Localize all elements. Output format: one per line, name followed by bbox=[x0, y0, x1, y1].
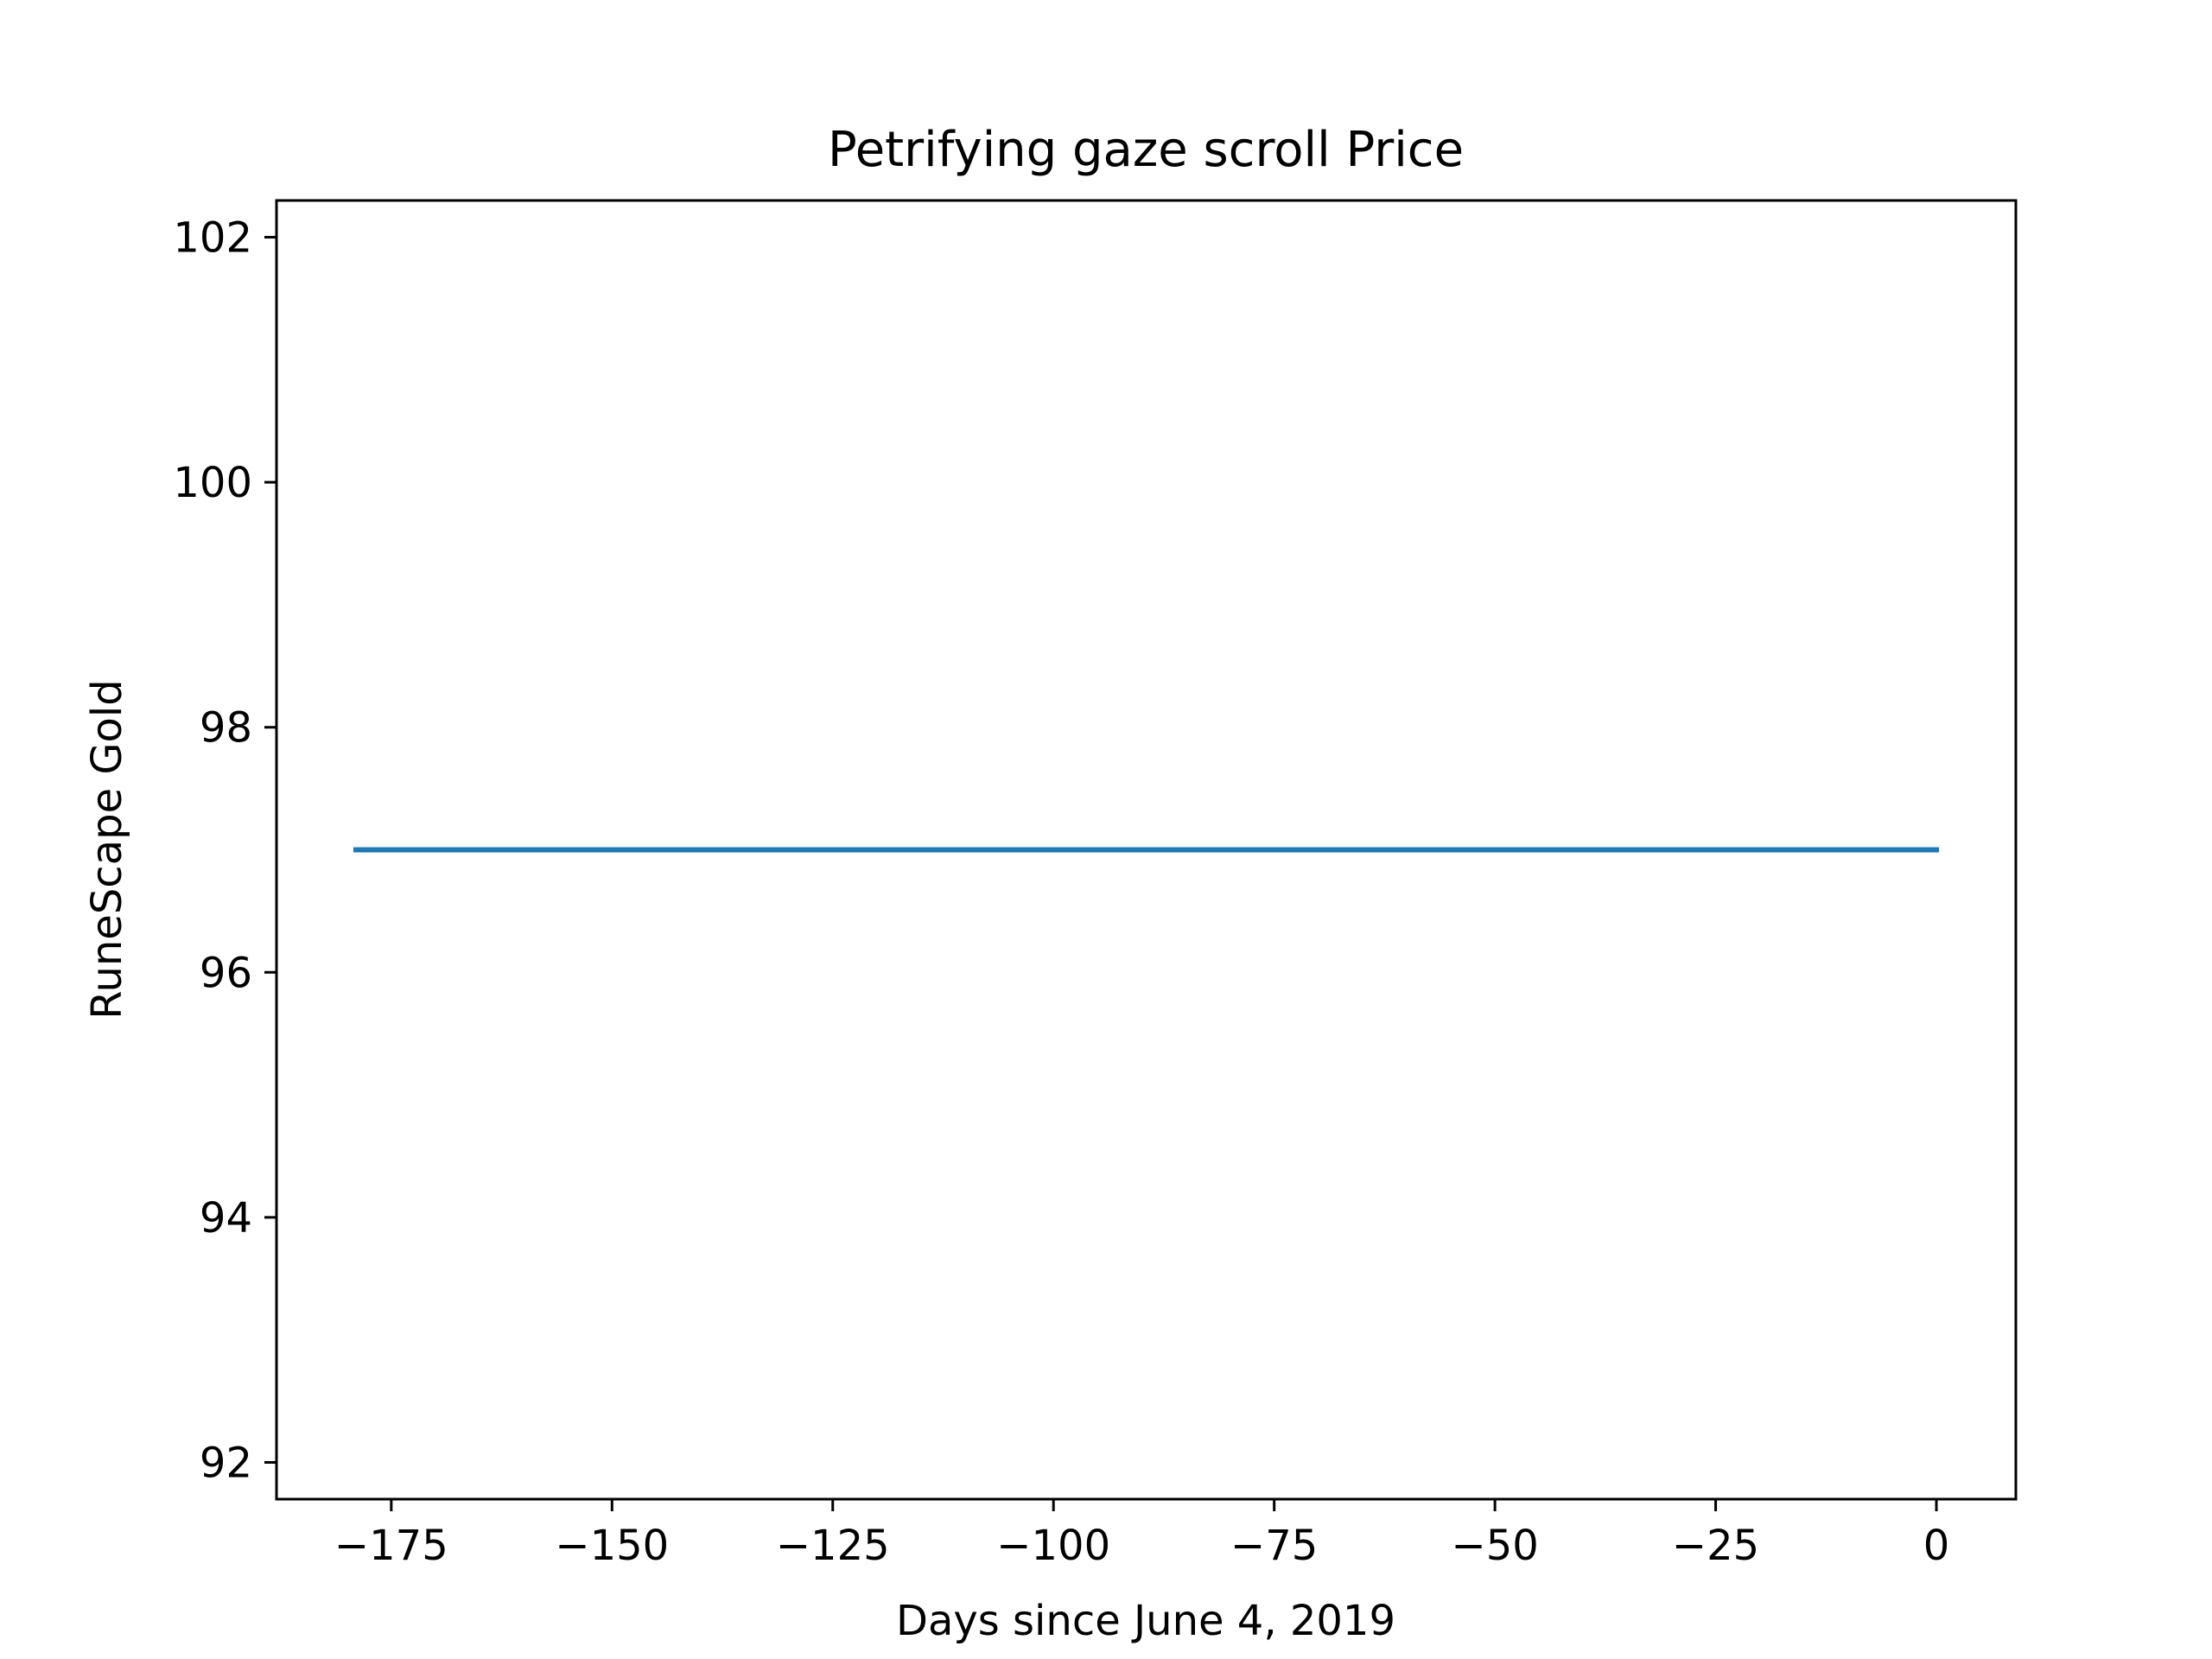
x-tick-label: −125 bbox=[776, 1522, 890, 1570]
y-tick-label: 96 bbox=[200, 949, 252, 997]
y-tick-label: 92 bbox=[200, 1439, 252, 1487]
y-tick-label: 98 bbox=[200, 704, 252, 753]
x-tick-label: −100 bbox=[996, 1522, 1110, 1570]
x-tick-label: −50 bbox=[1451, 1522, 1538, 1570]
y-axis-label: RuneScape Gold bbox=[83, 679, 131, 1019]
x-tick-label: −25 bbox=[1672, 1522, 1759, 1570]
axes-frame bbox=[275, 199, 2018, 1501]
x-tick-label: −75 bbox=[1230, 1522, 1318, 1570]
x-tick-label: −150 bbox=[555, 1522, 669, 1570]
y-tick-label: 94 bbox=[200, 1194, 252, 1243]
y-tick-label: 102 bbox=[173, 214, 252, 263]
x-tick-label: 0 bbox=[1923, 1522, 1950, 1570]
x-axis-ticks: −175 −150 −125 −100 −75 −50 −25 0 bbox=[334, 1499, 1949, 1570]
x-axis-label: Days since June 4, 2019 bbox=[896, 1597, 1395, 1645]
y-tick-label: 100 bbox=[173, 459, 252, 507]
x-tick-label: −175 bbox=[334, 1522, 448, 1570]
y-axis-ticks: 92 94 96 98 100 102 bbox=[173, 214, 276, 1487]
chart-title: Petrifying gaze scroll Price bbox=[828, 122, 1464, 178]
